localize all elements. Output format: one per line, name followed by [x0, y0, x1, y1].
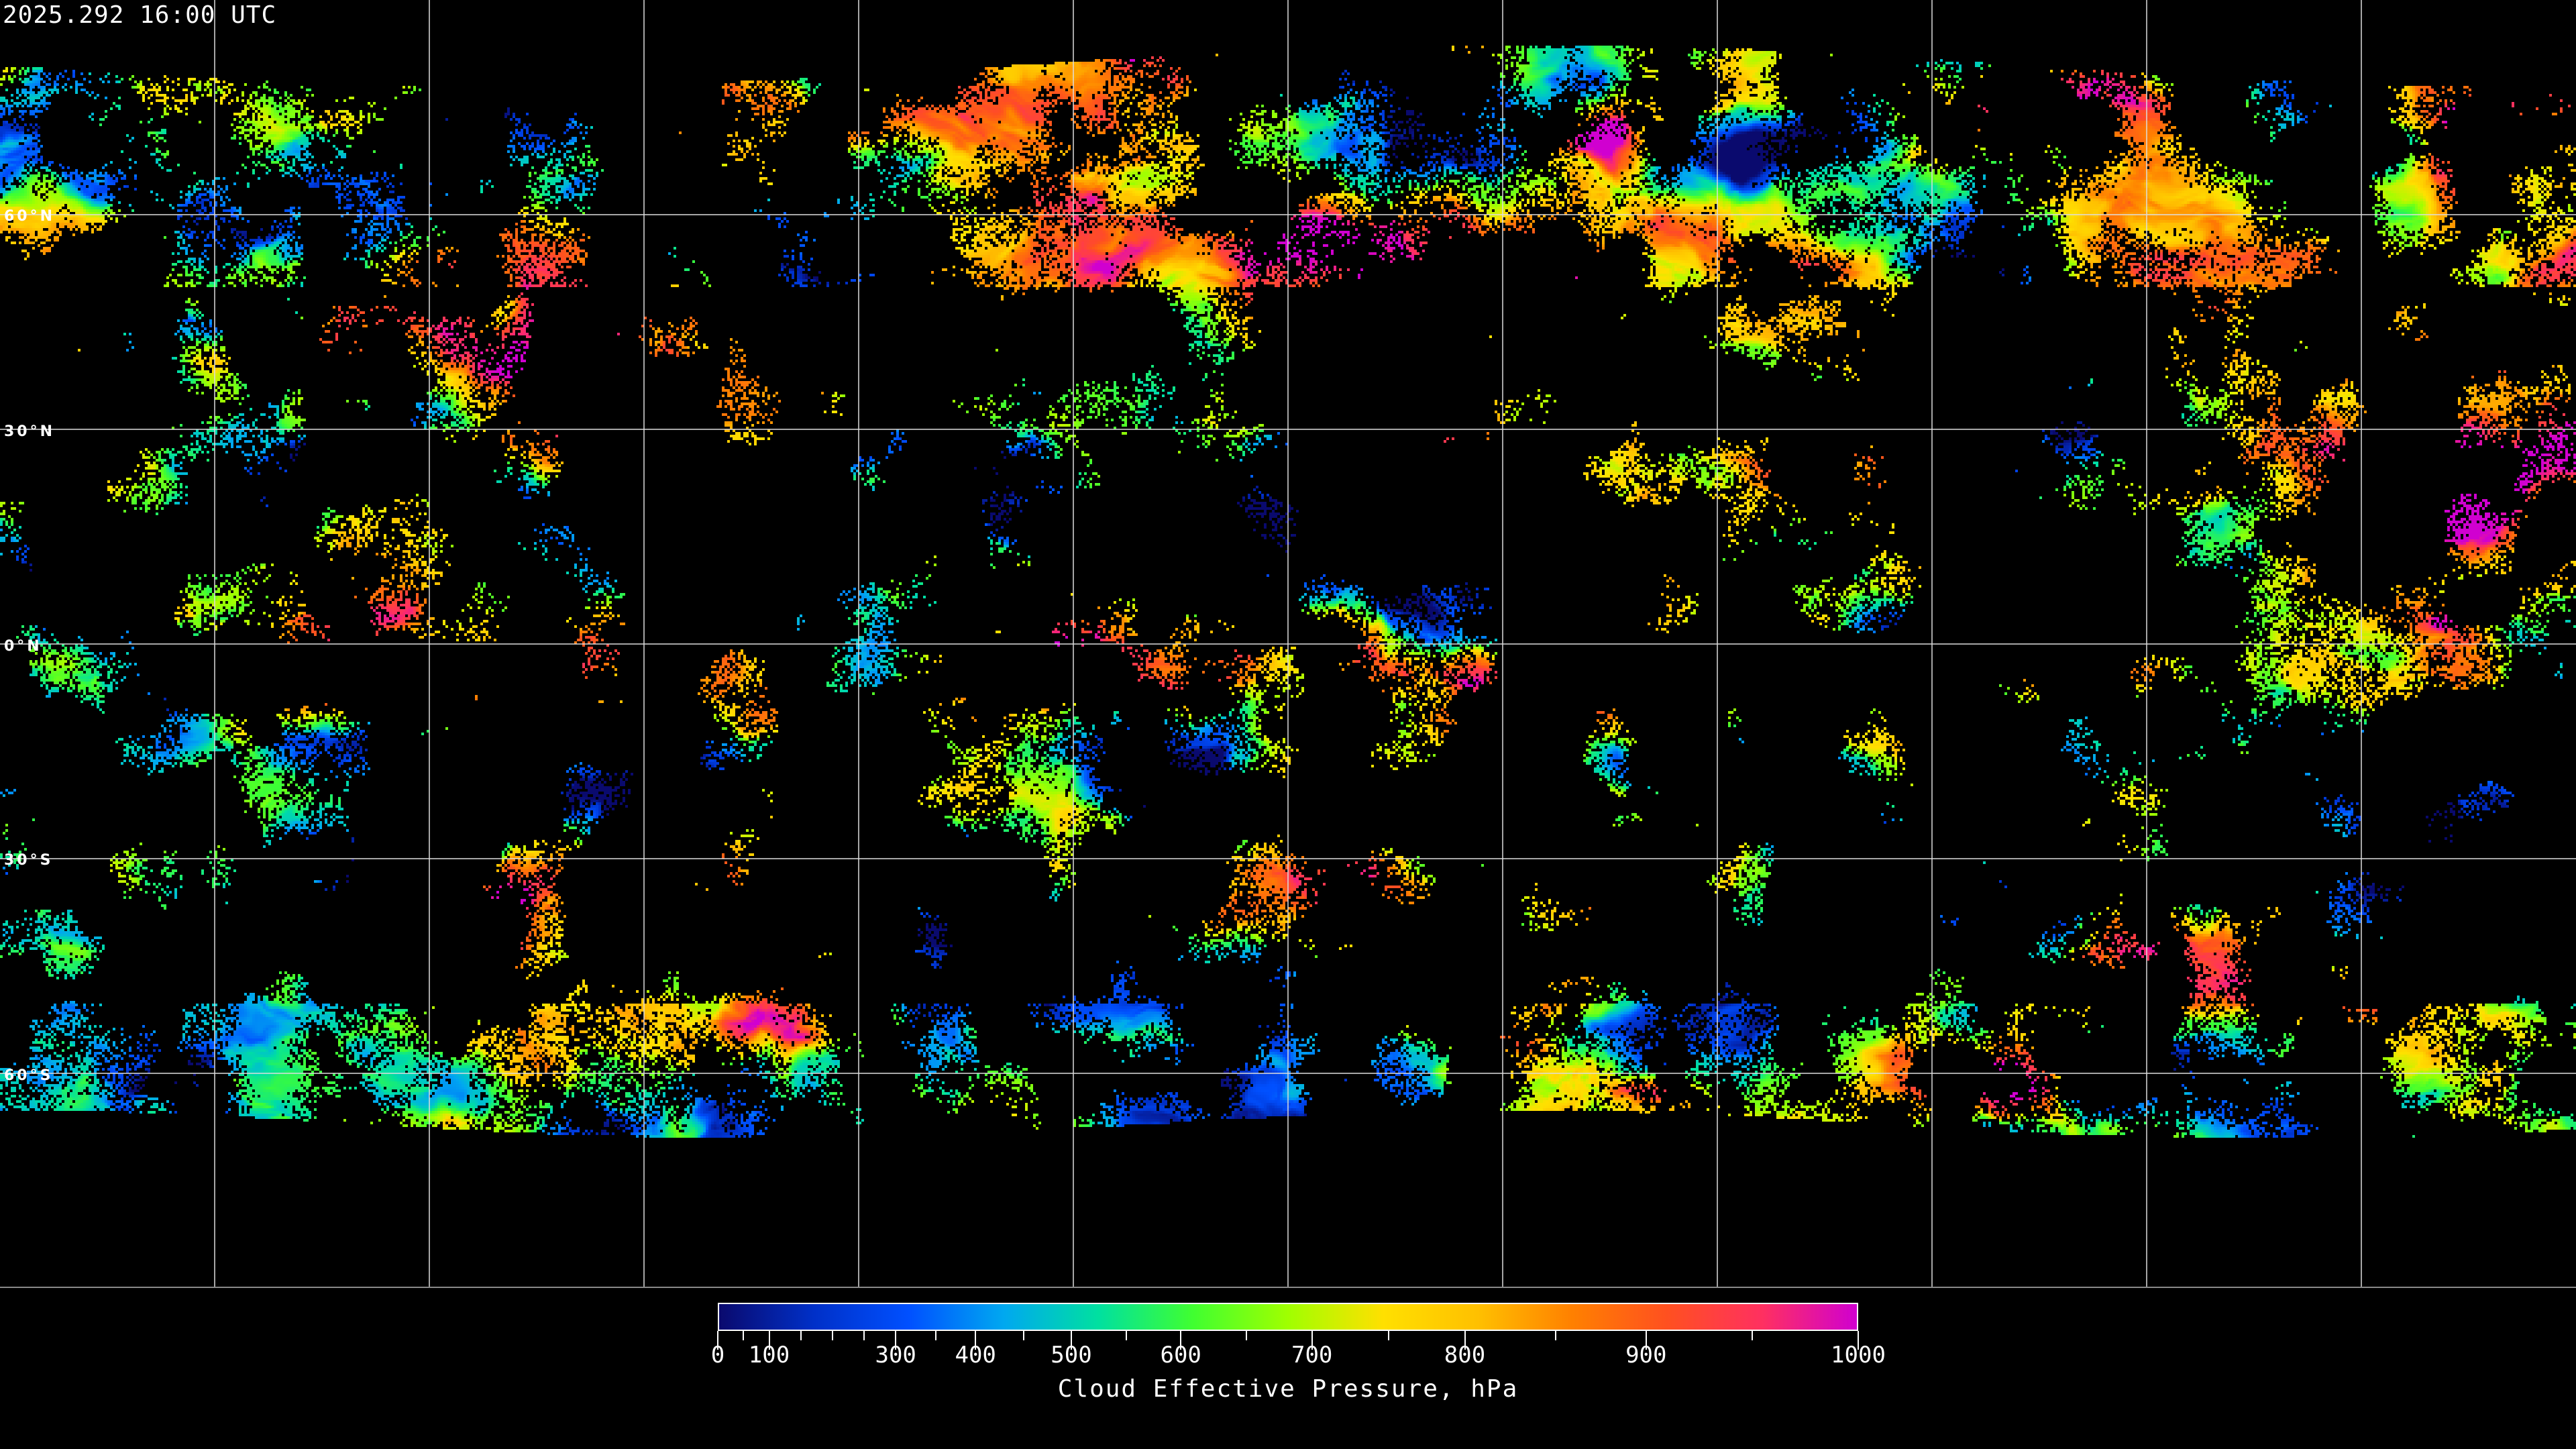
- colorbar-tick: [895, 1331, 897, 1350]
- map-bottom-border: [0, 1287, 2576, 1288]
- colorbar-tick: [1387, 1331, 1389, 1340]
- colorbar-tick-label: 400: [955, 1342, 996, 1368]
- colorbar-tick: [1180, 1331, 1182, 1350]
- colorbar-tick: [1554, 1331, 1556, 1340]
- colorbar-tick: [831, 1331, 833, 1340]
- colorbar-tick: [1311, 1331, 1313, 1350]
- timestamp-label: 2025.292 16:00 UTC: [3, 1, 277, 29]
- lat-label-60n: 60°N: [4, 208, 56, 225]
- colorbar-tick: [1071, 1331, 1072, 1350]
- colorbar-tick-label: 700: [1291, 1342, 1333, 1368]
- colorbar-tick: [800, 1331, 802, 1340]
- colorbar-tick: [1022, 1331, 1024, 1340]
- lat-label-30n: 30°N: [4, 423, 56, 440]
- colorbar-tick-label: 1000: [1831, 1342, 1886, 1368]
- lat-label-0n: 0°N: [4, 638, 42, 655]
- colorbar-tick-label: 500: [1051, 1342, 1092, 1368]
- colorbar-title: Cloud Effective Pressure, hPa: [1057, 1375, 1519, 1403]
- colorbar-tick: [1751, 1331, 1753, 1340]
- colorbar-tick-label: 100: [748, 1342, 790, 1368]
- lat-lon-grid: [0, 0, 2576, 1288]
- colorbar-tick: [768, 1331, 770, 1350]
- colorbar-tick: [1125, 1331, 1127, 1340]
- colorbar-tick: [717, 1331, 718, 1350]
- lat-label-60s: 60°S: [4, 1067, 54, 1084]
- colorbar-tick: [1858, 1331, 1859, 1350]
- colorbar-tick-label: 0: [710, 1342, 725, 1368]
- colorbar-tick: [743, 1331, 745, 1340]
- colorbar-tick: [975, 1331, 977, 1350]
- colorbar: [718, 1303, 1858, 1331]
- lat-label-30s: 30°S: [4, 852, 54, 869]
- colorbar-tick-label: 600: [1160, 1342, 1201, 1368]
- colorbar-ticks: [717, 1331, 1859, 1351]
- colorbar-tick-label: 800: [1444, 1342, 1486, 1368]
- colorbar-tick-label: 300: [875, 1342, 916, 1368]
- colorbar-tick: [1245, 1331, 1247, 1340]
- colorbar-tick: [1464, 1331, 1466, 1350]
- colorbar-tick-label: 900: [1625, 1342, 1667, 1368]
- colorbar-tick: [1645, 1331, 1647, 1350]
- colorbar-tick: [863, 1331, 865, 1340]
- colorbar-tick: [934, 1331, 936, 1340]
